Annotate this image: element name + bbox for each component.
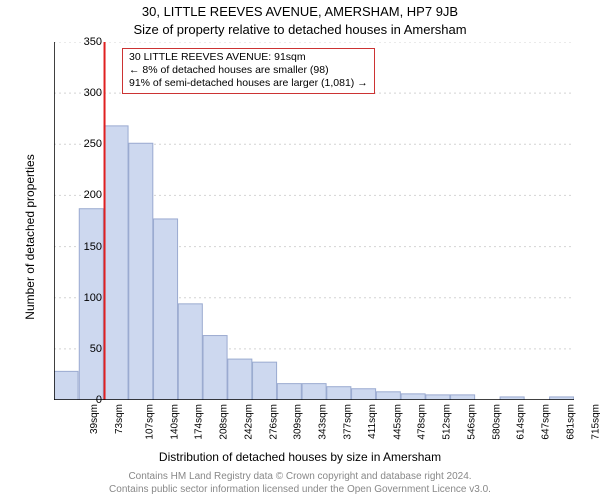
- y-tick-label: 100: [54, 292, 102, 304]
- x-tick-label: 580sqm: [491, 404, 502, 440]
- x-tick-label: 39sqm: [89, 404, 100, 434]
- property-callout-box: 30 LITTLE REEVES AVENUE: 91sqm ← 8% of d…: [122, 48, 375, 94]
- x-tick-label: 208sqm: [219, 404, 230, 440]
- x-tick-label: 614sqm: [516, 404, 527, 440]
- attribution-text: Contains HM Land Registry data © Crown c…: [0, 470, 600, 496]
- x-tick-label: 276sqm: [268, 404, 279, 440]
- y-tick-label: 250: [54, 138, 102, 150]
- callout-line-smaller: ← 8% of detached houses are smaller (98): [129, 64, 368, 77]
- x-axis-label: Distribution of detached houses by size …: [0, 450, 600, 464]
- y-tick-label: 200: [54, 189, 102, 201]
- histogram-plot: [54, 42, 574, 400]
- x-tick-label: 309sqm: [293, 404, 304, 440]
- y-tick-label: 350: [54, 36, 102, 48]
- page-title: 30, LITTLE REEVES AVENUE, AMERSHAM, HP7 …: [0, 4, 600, 19]
- x-tick-label: 107sqm: [145, 404, 156, 440]
- x-tick-label: 377sqm: [343, 404, 354, 440]
- callout-line-property: 30 LITTLE REEVES AVENUE: 91sqm: [129, 51, 368, 64]
- y-axis-label: Number of detached properties: [23, 137, 37, 337]
- x-tick-label: 681sqm: [565, 404, 576, 440]
- attribution-line-2: Contains public sector information licen…: [0, 483, 600, 496]
- chart-subtitle: Size of property relative to detached ho…: [0, 22, 600, 37]
- attribution-line-1: Contains HM Land Registry data © Crown c…: [0, 470, 600, 483]
- y-tick-label: 300: [54, 87, 102, 99]
- callout-line-larger: 91% of semi-detached houses are larger (…: [129, 77, 368, 90]
- x-tick-label: 546sqm: [466, 404, 477, 440]
- x-tick-label: 445sqm: [392, 404, 403, 440]
- x-tick-label: 73sqm: [114, 404, 125, 434]
- x-tick-label: 715sqm: [590, 404, 600, 440]
- y-tick-label: 150: [54, 241, 102, 253]
- x-tick-label: 140sqm: [169, 404, 180, 440]
- x-tick-label: 343sqm: [318, 404, 329, 440]
- chart-area: 050100150200250300350 39sqm73sqm107sqm14…: [54, 42, 574, 400]
- page: 30, LITTLE REEVES AVENUE, AMERSHAM, HP7 …: [0, 0, 600, 500]
- x-tick-label: 242sqm: [244, 404, 255, 440]
- x-tick-label: 174sqm: [194, 404, 205, 440]
- x-tick-label: 478sqm: [417, 404, 428, 440]
- x-tick-label: 411sqm: [367, 404, 378, 439]
- x-tick-label: 512sqm: [442, 404, 453, 440]
- x-tick-label: 647sqm: [541, 404, 552, 440]
- y-tick-label: 50: [54, 343, 102, 355]
